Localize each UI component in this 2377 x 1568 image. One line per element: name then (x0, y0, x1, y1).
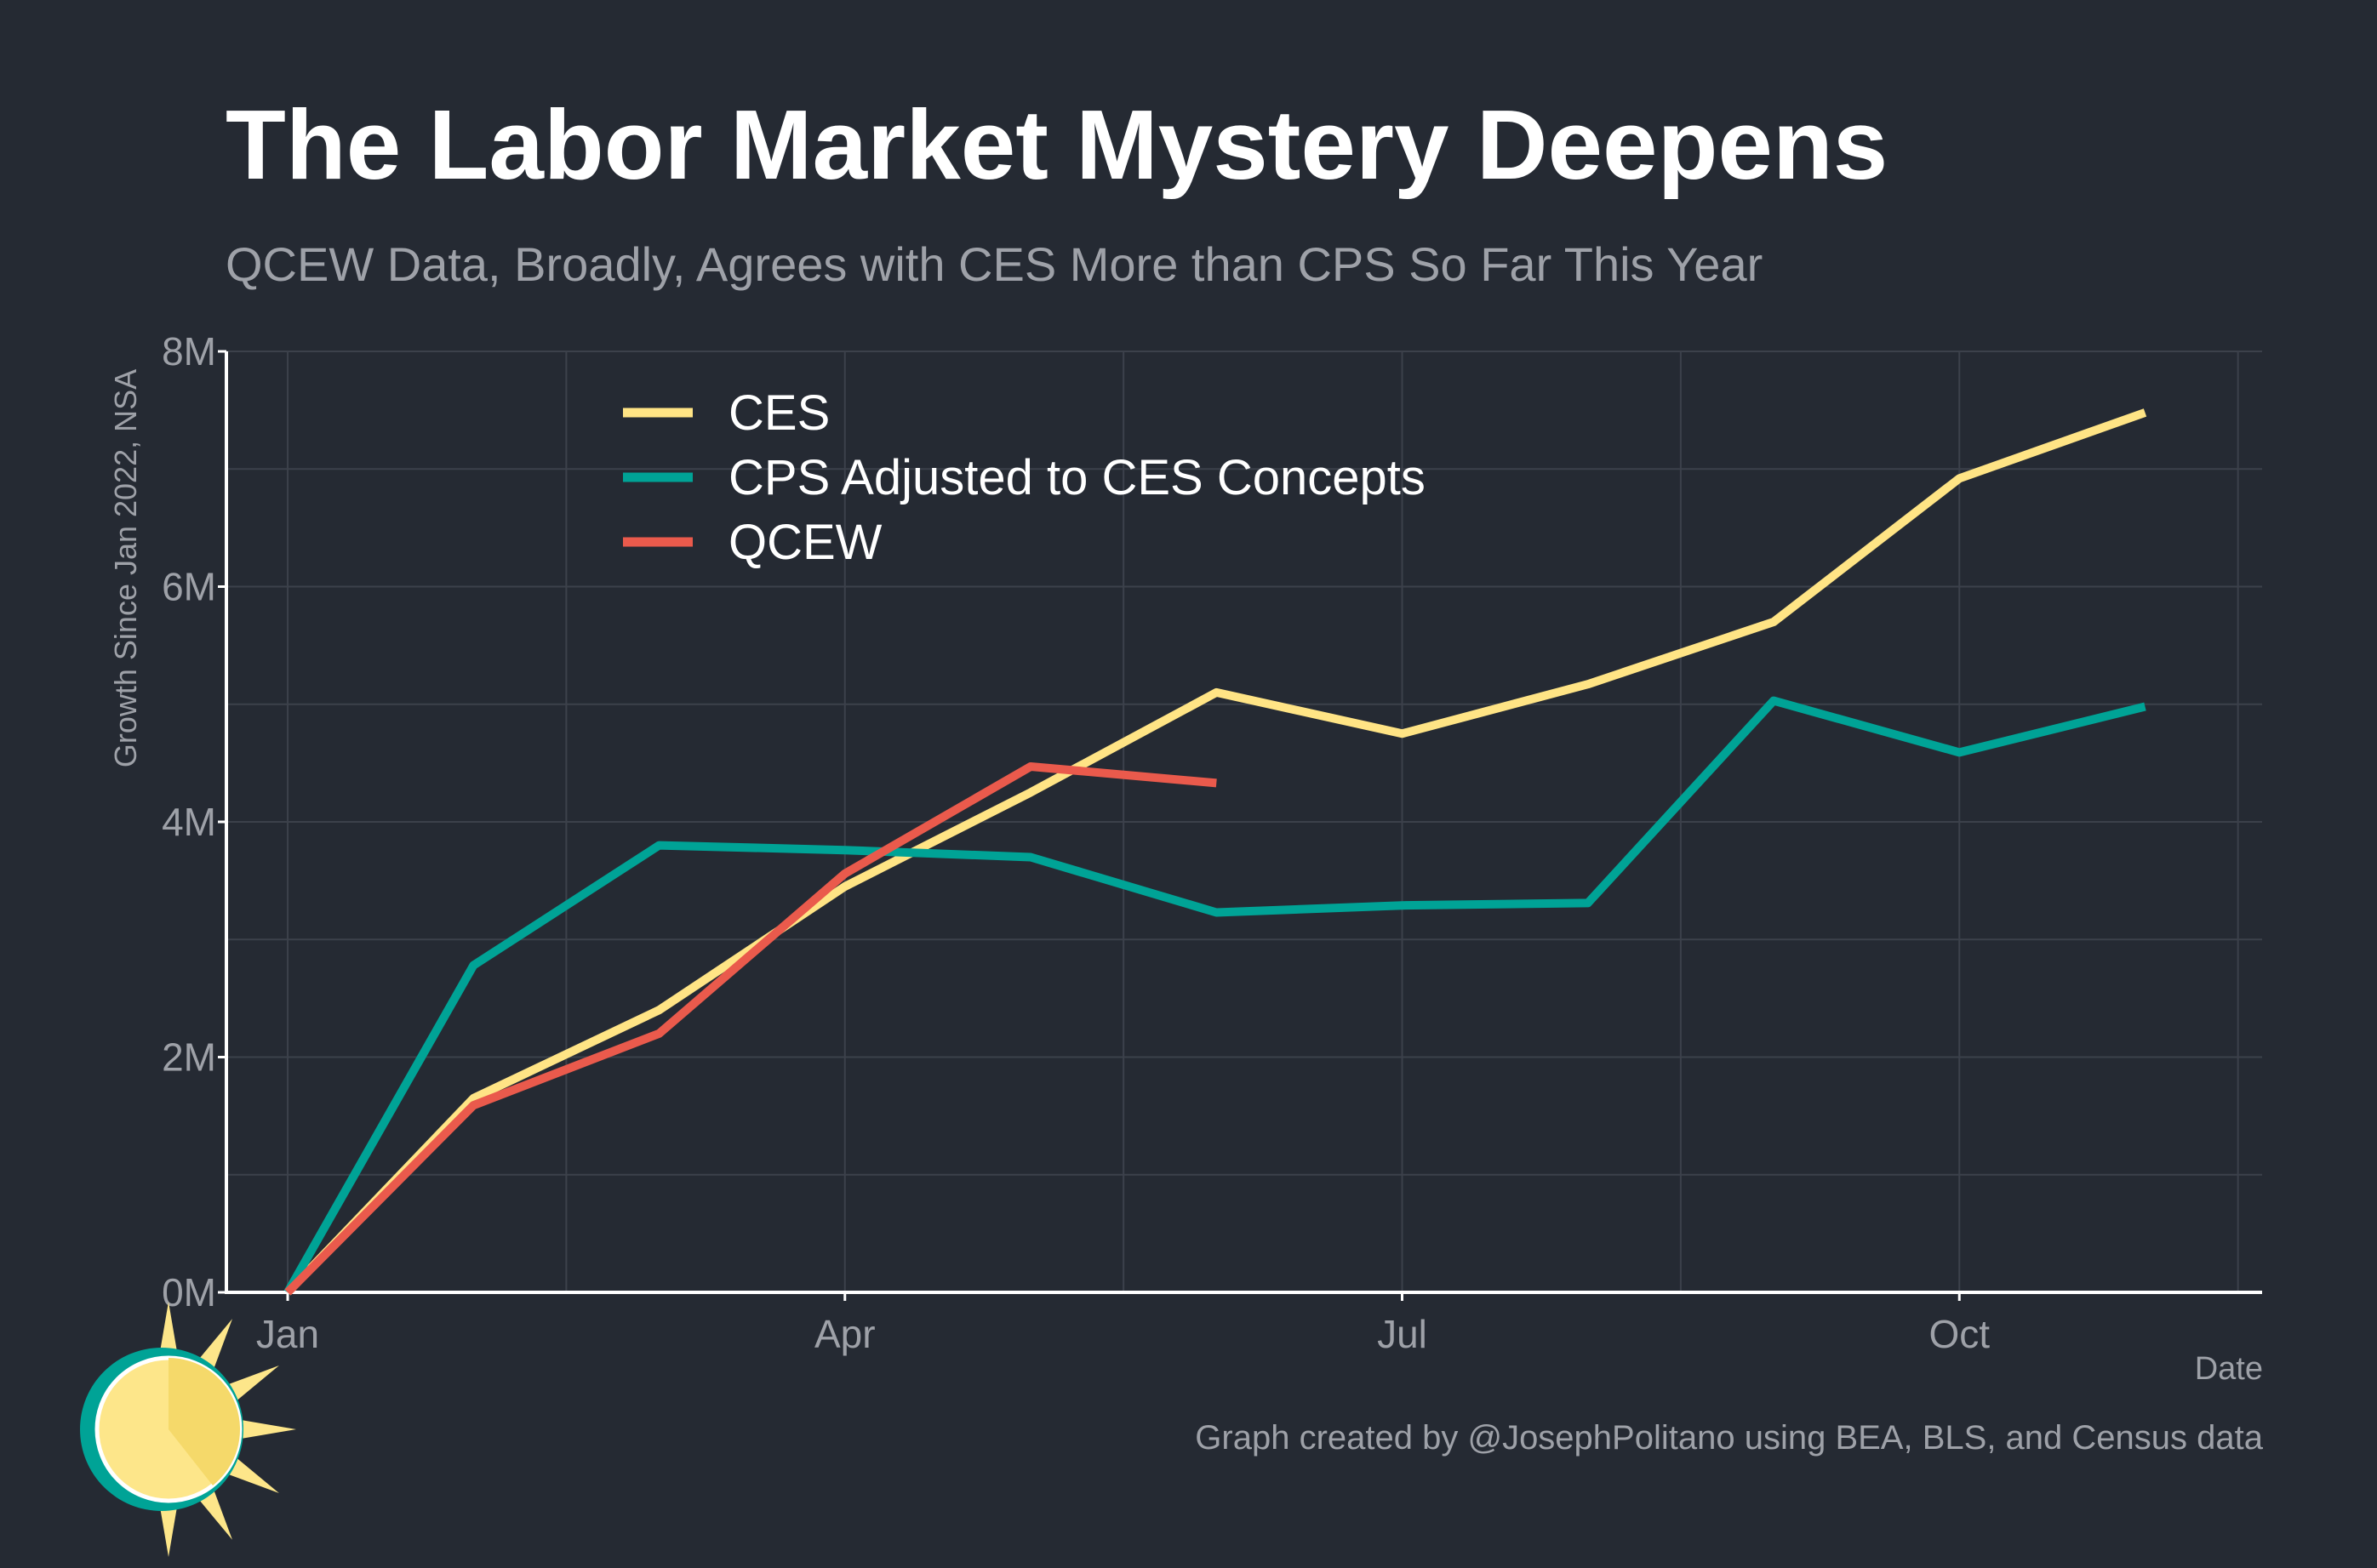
series-lines (283, 408, 2147, 1296)
y-tick-label: 0M (162, 1270, 216, 1314)
axes (218, 350, 2262, 1301)
x-tick-label: Apr (814, 1312, 876, 1356)
x-tick-label: Oct (1928, 1312, 1990, 1356)
chart-title: The Labor Market Mystery Deepens (226, 89, 1888, 200)
series-line-cps-adjusted-to-ces-concepts (283, 696, 2146, 1295)
x-tick-label: Jul (1377, 1312, 1427, 1356)
sun-logo-icon (68, 1302, 298, 1561)
y-tick-label: 2M (162, 1035, 216, 1080)
source-caption: Graph created by @JosephPolitano using B… (1195, 1419, 2263, 1457)
y-tick-label: 4M (162, 800, 216, 844)
x-tick-label: Jan (256, 1312, 319, 1356)
sun-ray (234, 1418, 296, 1440)
tick-labels: 0M 2M 4M 6M 8M Jan Apr Jul Oct (162, 329, 1990, 1356)
legend-label: CES (729, 385, 830, 441)
grid-lines (226, 351, 2262, 1292)
y-tick-label: 6M (162, 565, 216, 609)
x-axis-label: Date (2194, 1351, 2263, 1387)
legend-label: QCEW (729, 515, 883, 570)
legend-label: CPS Adjusted to CES Concepts (729, 450, 1426, 505)
y-tick-label: 8M (162, 329, 216, 373)
chart-subtitle: QCEW Data, Broadly, Agrees with CES More… (226, 237, 1763, 291)
legend: CES CPS Adjusted to CES Concepts QCEW (623, 385, 1426, 570)
series-line-qcew (284, 762, 1217, 1296)
series-line-ces (284, 408, 2147, 1296)
